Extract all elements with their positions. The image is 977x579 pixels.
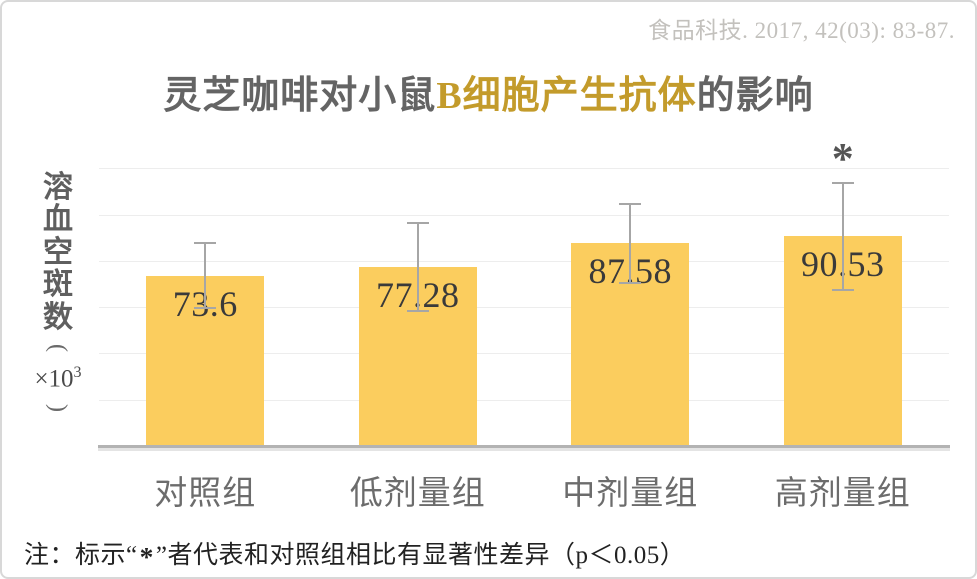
footnote-suffix: ”者代表和对照组相比有显著性差异（p＜0.05） (155, 542, 686, 569)
gridline (99, 168, 949, 170)
footnote: 注：标示“*”者代表和对照组相比有显著性差异（p＜0.05） (24, 535, 686, 573)
gridline (99, 353, 949, 355)
footnote-prefix: 注：标示“ (24, 542, 138, 569)
title-segment-plain: 灵芝咖啡对小鼠 (163, 75, 437, 117)
x-axis-category-label: 低剂量组 (349, 476, 486, 512)
y-axis-paren-open: ( (45, 343, 71, 352)
y-axis-label: 溶 血 空 斑 数 ( ×103 ) (26, 171, 90, 422)
error-bar-cap-top (406, 222, 429, 225)
error-bar-cap-bottom (194, 307, 217, 310)
y-axis-char: 空 (43, 235, 73, 269)
error-bar-cap-bottom (406, 310, 429, 313)
error-bar-cap-top (194, 242, 217, 245)
gridline (99, 260, 949, 262)
error-bar-line (629, 203, 632, 283)
error-bar-line (204, 243, 207, 309)
gridline (99, 214, 949, 216)
error-bar-line (841, 183, 844, 290)
x-axis-category-label: 高剂量组 (774, 476, 911, 512)
error-bar-line (416, 223, 419, 312)
significance-marker: * (831, 134, 854, 184)
error-bar-cap-top (831, 182, 854, 185)
title-segment-plain-end: 的影响 (696, 75, 814, 117)
error-bar-cap-bottom (619, 281, 642, 284)
y-axis-paren-close: ) (45, 404, 71, 413)
error-bar-cap-top (619, 202, 642, 205)
chart-title: 灵芝咖啡对小鼠B细胞产生抗体的影响 (2, 64, 975, 119)
gridline (99, 399, 949, 401)
error-bar-cap-bottom (831, 288, 854, 291)
y-axis-char: 溶 (43, 171, 73, 204)
y-axis-multiplier: ×103 (34, 363, 82, 393)
bar: 73.6 (146, 275, 265, 446)
y-axis-char: 血 (43, 203, 73, 237)
journal-citation: 食品科技. 2017, 42(03): 83-87. (648, 18, 955, 43)
gridline (99, 307, 949, 309)
x-axis-line (98, 445, 950, 448)
x-axis-category-label: 对照组 (154, 476, 257, 512)
y-axis-char: 数 (43, 300, 73, 334)
plot-area: 73.6 77.28 87.58 90.53 * (99, 137, 949, 446)
title-segment-highlight: B细胞产生抗体 (436, 75, 697, 117)
asterisk-glyph: * (139, 541, 154, 573)
x-axis-labels: 对照组 低剂量组 中剂量组 高剂量组 (99, 466, 949, 512)
x-axis-category-label: 中剂量组 (562, 476, 699, 512)
y-axis-char: 斑 (43, 268, 73, 302)
